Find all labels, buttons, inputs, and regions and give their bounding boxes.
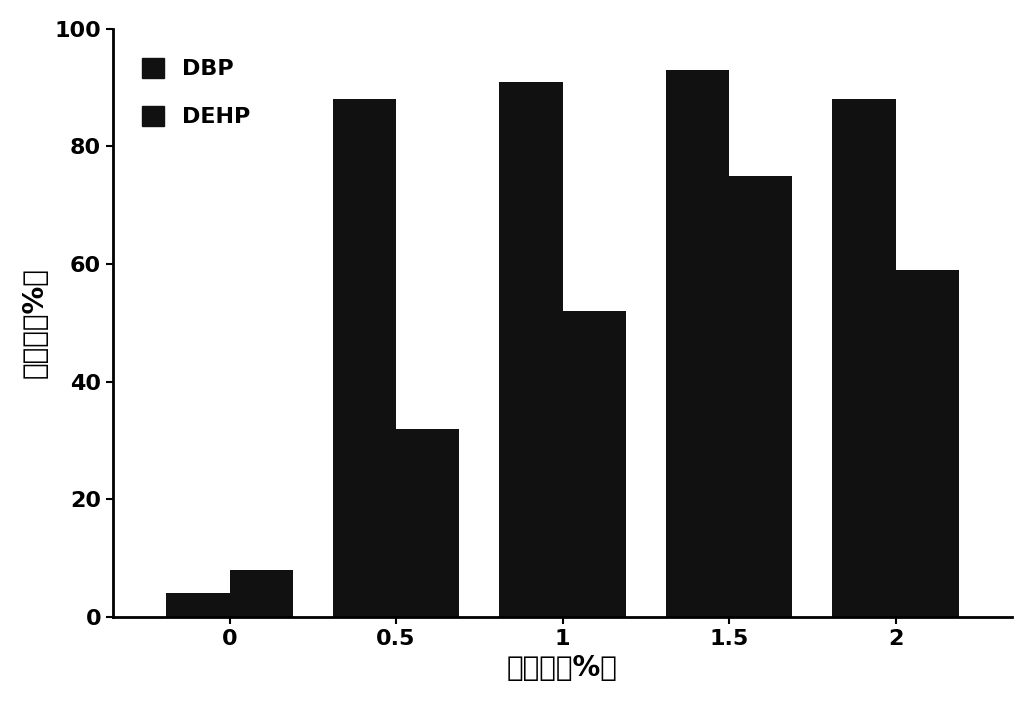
Y-axis label: 降解率（%）: 降解率（%） <box>21 267 49 378</box>
Bar <box>229 569 292 617</box>
Bar <box>166 593 229 617</box>
Bar <box>833 99 896 617</box>
Bar <box>333 99 396 617</box>
Bar <box>499 82 563 617</box>
Bar <box>896 270 959 617</box>
Bar <box>666 70 729 617</box>
Bar <box>563 311 626 617</box>
Bar <box>729 176 792 617</box>
X-axis label: 接种量（%）: 接种量（%） <box>507 654 618 682</box>
Legend: DBP, DEHP: DBP, DEHP <box>124 40 268 146</box>
Bar <box>396 429 460 617</box>
